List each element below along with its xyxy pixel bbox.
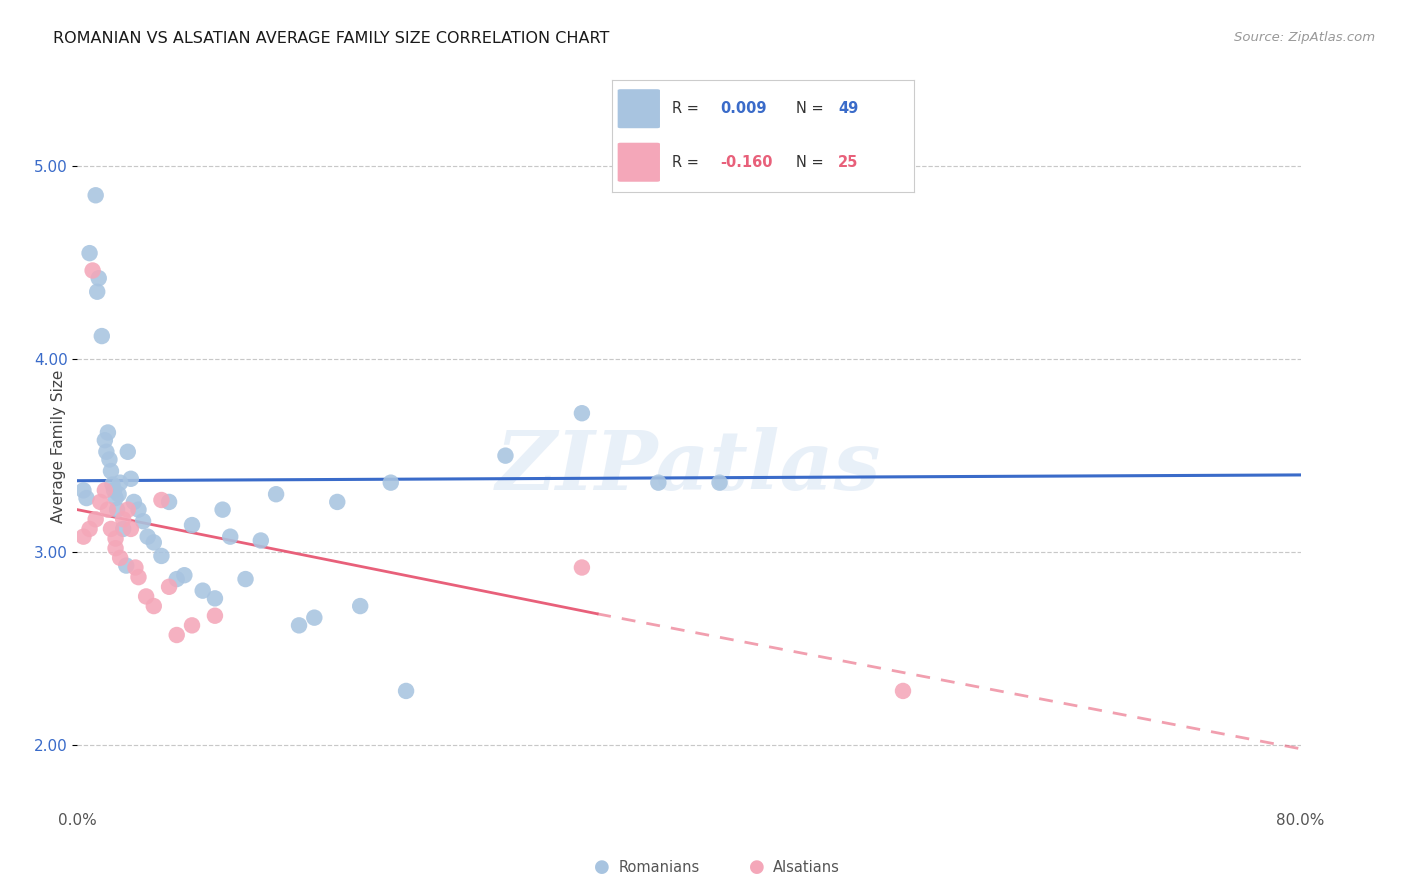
Text: R =: R = — [672, 101, 703, 116]
Point — [89, 495, 111, 509]
FancyBboxPatch shape — [617, 143, 659, 182]
Point — [79, 246, 101, 260]
Text: Alsatians: Alsatians — [773, 860, 841, 874]
Point — [117, 444, 139, 458]
Text: N =: N = — [796, 154, 828, 169]
Point — [104, 532, 127, 546]
Point — [97, 425, 120, 440]
Point — [395, 684, 418, 698]
Point — [211, 502, 233, 516]
Point — [104, 491, 127, 505]
Point — [157, 495, 180, 509]
Point — [82, 263, 104, 277]
Point — [647, 475, 669, 490]
Text: Romanians: Romanians — [619, 860, 700, 874]
Point — [112, 512, 135, 526]
Point — [173, 568, 195, 582]
Point — [288, 618, 311, 632]
Point — [100, 522, 122, 536]
Point — [103, 483, 125, 498]
Text: 25: 25 — [838, 154, 859, 169]
Point — [142, 535, 165, 549]
Point — [108, 550, 131, 565]
Text: 0.009: 0.009 — [720, 101, 766, 116]
Point — [84, 188, 107, 202]
Point — [104, 541, 127, 556]
Point — [120, 472, 142, 486]
Y-axis label: Average Family Size: Average Family Size — [51, 369, 66, 523]
Point — [191, 583, 214, 598]
Point — [107, 487, 129, 501]
Point — [166, 572, 188, 586]
Point — [135, 590, 157, 604]
Point — [150, 549, 173, 563]
Point — [96, 444, 118, 458]
Point — [264, 487, 287, 501]
Point — [87, 271, 110, 285]
Point — [94, 434, 117, 448]
Point — [157, 580, 180, 594]
Point — [122, 495, 145, 509]
Text: N =: N = — [796, 101, 828, 116]
Point — [181, 518, 204, 533]
Point — [181, 618, 204, 632]
Point — [94, 483, 117, 498]
Point — [117, 502, 139, 516]
Point — [250, 533, 273, 548]
Point — [105, 502, 128, 516]
Point — [86, 285, 108, 299]
Point — [326, 495, 349, 509]
Point — [219, 530, 242, 544]
Point — [100, 464, 122, 478]
Point — [142, 599, 165, 613]
Point — [98, 452, 121, 467]
Point — [72, 530, 94, 544]
Point — [124, 560, 146, 574]
Point — [84, 512, 107, 526]
Point — [128, 502, 150, 516]
Point — [128, 570, 150, 584]
Point — [571, 406, 593, 420]
Point — [90, 329, 112, 343]
Point — [97, 502, 120, 516]
Point — [495, 449, 517, 463]
Point — [166, 628, 188, 642]
Text: -0.160: -0.160 — [720, 154, 773, 169]
Point — [204, 591, 226, 606]
Point — [204, 608, 226, 623]
Point — [72, 483, 94, 498]
Point — [108, 475, 131, 490]
Point — [112, 522, 135, 536]
Text: ●: ● — [593, 858, 610, 876]
Text: ROMANIAN VS ALSATIAN AVERAGE FAMILY SIZE CORRELATION CHART: ROMANIAN VS ALSATIAN AVERAGE FAMILY SIZE… — [53, 31, 610, 46]
Point — [349, 599, 371, 613]
Point — [79, 522, 101, 536]
Text: ●: ● — [748, 858, 765, 876]
Point — [891, 684, 914, 698]
Point — [132, 514, 155, 528]
Point — [136, 530, 159, 544]
Point — [101, 477, 124, 491]
Point — [115, 558, 138, 573]
Point — [150, 493, 173, 508]
Point — [380, 475, 402, 490]
Text: R =: R = — [672, 154, 703, 169]
Point — [709, 475, 731, 490]
Point — [304, 610, 326, 624]
Text: ZIPatlas: ZIPatlas — [496, 427, 882, 508]
Point — [120, 522, 142, 536]
FancyBboxPatch shape — [617, 89, 659, 128]
Text: Source: ZipAtlas.com: Source: ZipAtlas.com — [1234, 31, 1375, 45]
Point — [76, 491, 98, 505]
Point — [235, 572, 257, 586]
Text: 49: 49 — [838, 101, 859, 116]
Point — [571, 560, 593, 574]
